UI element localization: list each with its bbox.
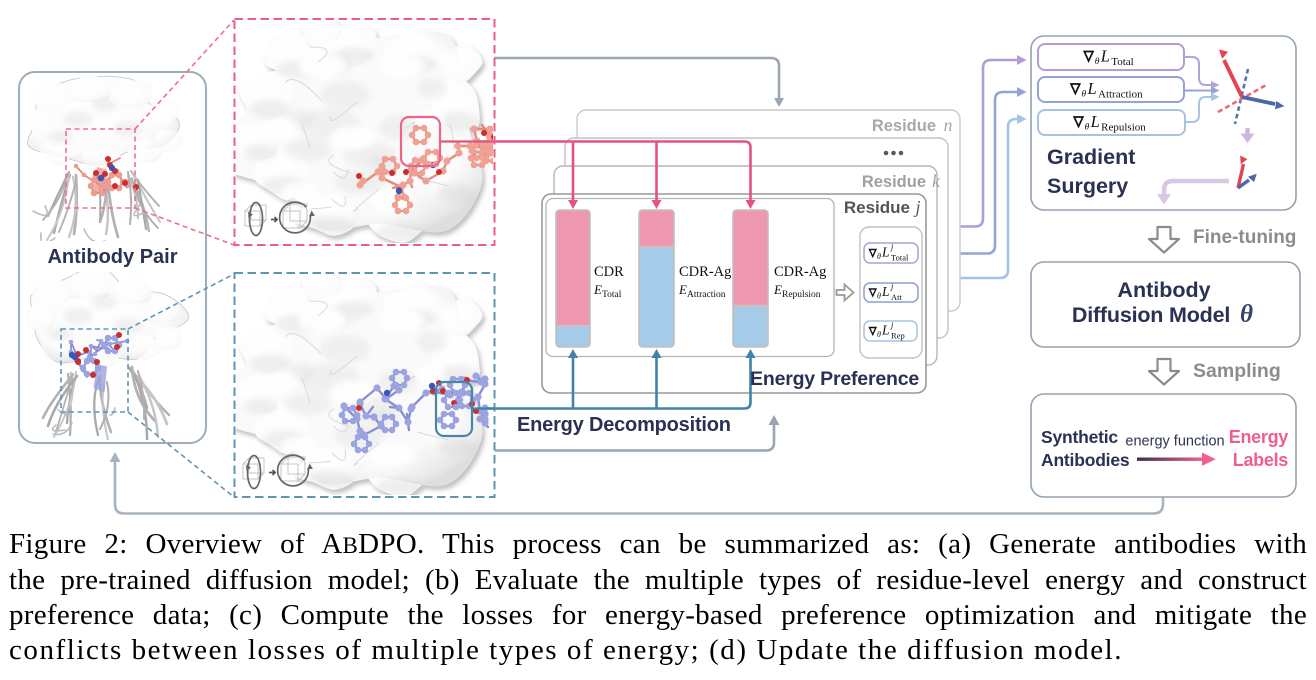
svg-text:Attraction: Attraction xyxy=(687,290,726,300)
svg-text:j: j xyxy=(890,320,894,330)
svg-text:Antibody: Antibody xyxy=(1117,278,1210,302)
svg-text:L: L xyxy=(881,323,890,338)
svg-text:θ: θ xyxy=(1082,90,1087,100)
svg-text:θ: θ xyxy=(877,330,881,339)
svg-text:Residue: Residue xyxy=(844,198,910,217)
svg-text:E: E xyxy=(678,282,687,297)
svg-text:θ: θ xyxy=(1095,57,1100,67)
svg-text:j: j xyxy=(890,281,894,291)
svg-text:j: j xyxy=(913,197,920,217)
svg-text:Fine-tuning: Fine-tuning xyxy=(1193,227,1296,248)
svg-text:Total: Total xyxy=(891,253,909,263)
svg-text:energy function: energy function xyxy=(1125,434,1224,450)
svg-text:Diffusion Model: Diffusion Model xyxy=(1072,303,1230,327)
svg-text:Sampling: Sampling xyxy=(1193,360,1281,382)
svg-text:Residue: Residue xyxy=(872,117,936,135)
svg-text:CDR: CDR xyxy=(594,264,624,280)
svg-text:CDR-Ag: CDR-Ag xyxy=(774,264,826,280)
svg-text:n: n xyxy=(944,115,953,135)
svg-text:Labels: Labels xyxy=(1233,450,1289,470)
svg-text:Repulsion: Repulsion xyxy=(1101,122,1146,134)
svg-text:j: j xyxy=(890,242,894,252)
svg-text:Antibodies: Antibodies xyxy=(1041,450,1130,470)
svg-text:E: E xyxy=(593,282,602,297)
svg-text:θ: θ xyxy=(1240,301,1253,328)
svg-text:Energy Preference: Energy Preference xyxy=(750,368,919,390)
svg-text:Surgery: Surgery xyxy=(1047,174,1128,198)
svg-text:Att: Att xyxy=(891,292,903,302)
svg-text:Residue: Residue xyxy=(862,173,926,191)
svg-text:Energy: Energy xyxy=(1229,427,1289,447)
svg-text:Gradient: Gradient xyxy=(1047,145,1135,169)
svg-text:Rep: Rep xyxy=(891,331,905,341)
svg-text:L: L xyxy=(881,284,890,299)
svg-text:L: L xyxy=(1100,47,1110,66)
svg-text:k: k xyxy=(932,171,941,191)
svg-text:L: L xyxy=(1090,112,1100,131)
svg-text:L: L xyxy=(1087,79,1097,98)
svg-text:Total: Total xyxy=(602,290,622,300)
svg-text:θ: θ xyxy=(1085,123,1090,133)
svg-text:Antibody Pair: Antibody Pair xyxy=(47,246,177,268)
svg-text:Total: Total xyxy=(1111,56,1133,68)
svg-text:Repulsion: Repulsion xyxy=(782,290,821,300)
svg-text:θ: θ xyxy=(877,252,881,261)
svg-text:Energy Decomposition: Energy Decomposition xyxy=(517,414,731,436)
svg-text:CDR-Ag: CDR-Ag xyxy=(679,264,731,280)
svg-text:E: E xyxy=(773,282,782,297)
svg-text:L: L xyxy=(881,245,890,260)
svg-text:Attraction: Attraction xyxy=(1098,89,1143,101)
svg-text:Synthetic: Synthetic xyxy=(1041,427,1118,447)
svg-text:θ: θ xyxy=(877,292,881,301)
